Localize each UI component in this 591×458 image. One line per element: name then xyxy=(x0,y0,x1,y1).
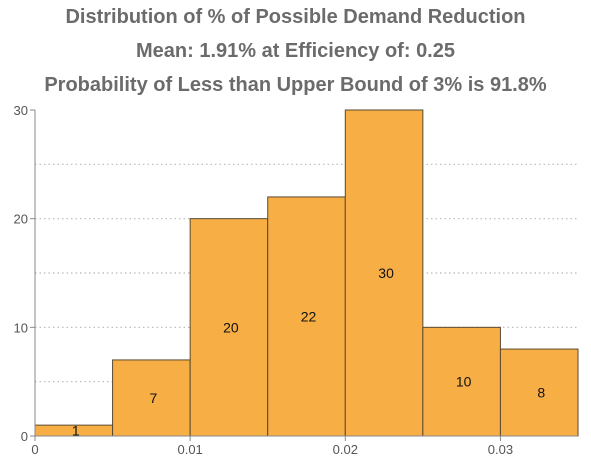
bar-label-layer: 1 7 20 22 30 10 8 xyxy=(72,265,545,439)
y-tick-label-3: 30 xyxy=(14,103,28,118)
bar-value-label-3: 22 xyxy=(301,308,317,324)
x-tick-label-2: 0.02 xyxy=(333,442,358,457)
chart-title-line-2: Mean: 1.91% at Efficiency of: 0.25 xyxy=(135,40,455,62)
bar-value-label-1: 7 xyxy=(149,390,157,406)
bar-value-label-0: 1 xyxy=(72,423,80,439)
y-tick-label-1: 10 xyxy=(14,320,28,335)
x-tick-label-0: 0 xyxy=(31,442,38,457)
x-tick-label-3: 0.03 xyxy=(488,442,513,457)
histogram-bar-4 xyxy=(344,109,424,437)
y-tick-label-2: 20 xyxy=(14,212,28,227)
bar-value-label-2: 20 xyxy=(223,319,239,335)
bar-value-label-6: 8 xyxy=(537,385,545,401)
chart-title-line-1: Distribution of % of Possible Demand Red… xyxy=(65,6,526,28)
axis-layer: 0 0.01 0.02 0.03 0 10 20 30 xyxy=(14,103,578,457)
chart-title-line-3: Probability of Less than Upper Bound of … xyxy=(44,74,547,96)
x-tick-label-1: 0.01 xyxy=(177,442,202,457)
histogram-bar-6 xyxy=(499,348,579,437)
histogram-bar-5 xyxy=(422,326,501,437)
y-tick-label-0: 0 xyxy=(21,429,28,444)
bar-value-label-5: 10 xyxy=(456,374,472,390)
histogram-bar-2 xyxy=(189,218,269,437)
bar-value-label-4: 30 xyxy=(378,265,394,281)
